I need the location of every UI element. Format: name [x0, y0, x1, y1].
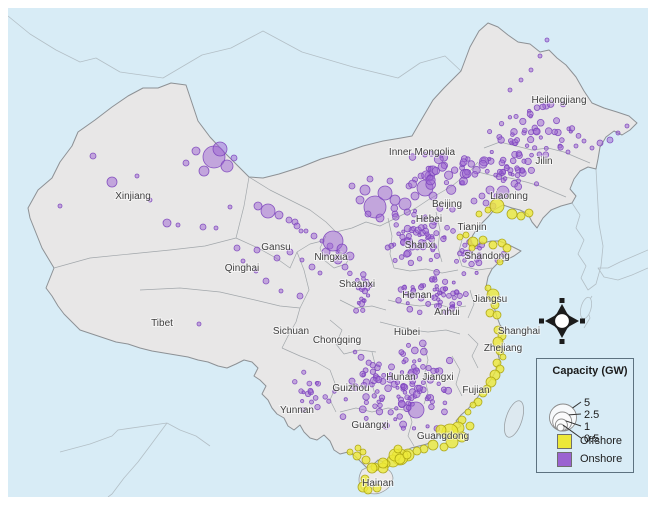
province-label: Zhejiang [484, 343, 522, 354]
legend-size-label: 0.5 [584, 433, 599, 444]
taiwan-island [503, 400, 525, 438]
province-label: Shaanxi [339, 279, 375, 290]
province-label: Hainan [362, 478, 394, 489]
offshore-label: Offshore [580, 435, 622, 447]
province-label: Guangdong [417, 431, 469, 442]
province-label: Hebei [416, 214, 442, 225]
province-label: Qinghai [225, 263, 259, 274]
province-label: Guizhou [332, 383, 369, 394]
legend-items: Offshore Onshore [537, 432, 633, 468]
province-label: Guangxi [351, 420, 388, 431]
legend-size-scale: 52.510.5 [549, 397, 599, 444]
province-label: Xinjiang [115, 191, 151, 202]
province-label: Tianjin [457, 222, 486, 233]
province-label: Sichuan [273, 326, 309, 337]
province-label: Beijing [432, 199, 462, 210]
province-label: Hubei [394, 327, 420, 338]
province-label: Chongqing [313, 335, 361, 346]
onshore-label: Onshore [580, 453, 623, 465]
province-label: Jiangxi [422, 372, 453, 383]
province-label: Ningxia [314, 252, 348, 263]
legend-item-offshore: Offshore [537, 432, 633, 450]
province-labels: Heilongjiang Inner Mongolia Jilin Liaoning B… [114, 94, 587, 490]
province-label: Inner Mongolia [389, 147, 456, 158]
legend-size-label: 1 [584, 421, 590, 433]
province-label: Fujian [462, 385, 489, 396]
province-label: Liaoning [490, 191, 528, 202]
province-label: Jilin [535, 156, 552, 167]
legend-title: Capacity (GW) [552, 365, 628, 377]
legend-size-label: 5 [584, 397, 590, 409]
map-legend: Capacity (GW) 5 2.5 1 0.5 Offshore Onshore [536, 358, 634, 473]
province-label: Yunnan [280, 405, 314, 416]
offshore-bubbles [346, 198, 534, 495]
province-label: Tibet [151, 318, 173, 329]
province-label: Jiangsu [473, 294, 507, 305]
province-label: Shanxi [405, 240, 436, 251]
province-label: Shanghai [498, 326, 540, 337]
legend-size-label: 2.5 [584, 409, 599, 421]
compass-rose-icon [539, 298, 585, 344]
offshore-swatch [557, 433, 572, 449]
legend-item-onshore: Onshore [537, 450, 633, 468]
province-label: Hunan [386, 372, 415, 383]
province-label: Henan [402, 290, 431, 301]
province-label: Heilongjiang [531, 95, 586, 106]
province-label: Gansu [261, 242, 290, 253]
province-label: Shandong [464, 251, 510, 262]
onshore-bubbles [57, 37, 630, 432]
onshore-swatch [557, 451, 572, 467]
province-label: Anhui [434, 307, 460, 318]
